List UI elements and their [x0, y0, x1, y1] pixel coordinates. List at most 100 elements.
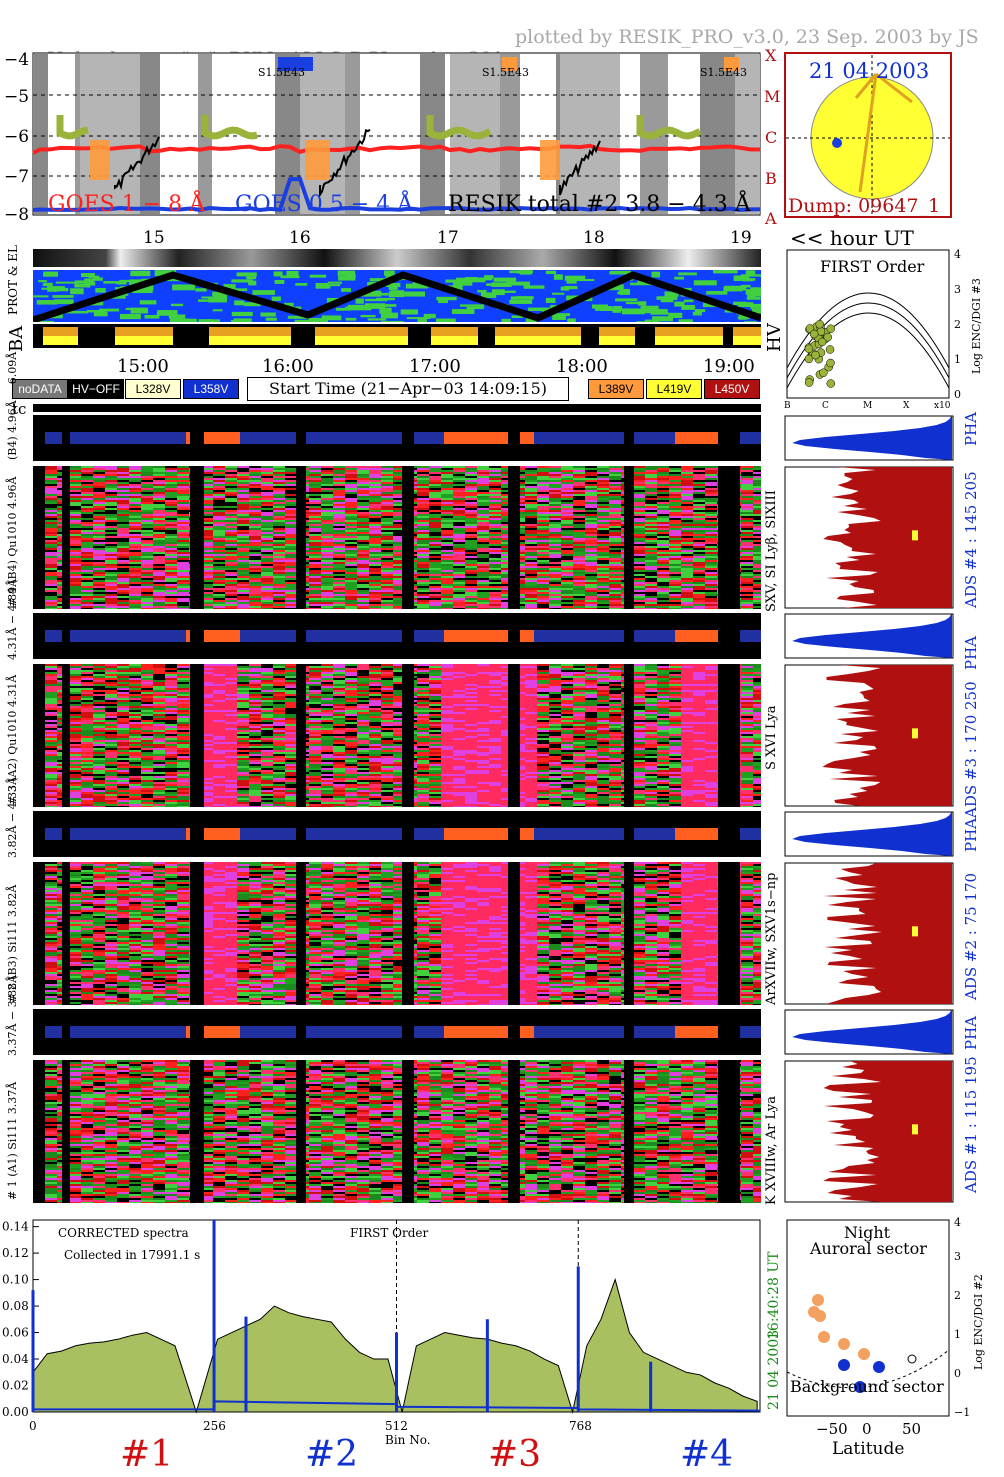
- spectro-pixel: [153, 504, 165, 506]
- spectro-pixel: [237, 536, 249, 538]
- spectro-pixel: [549, 600, 561, 602]
- spectro-pixel: [525, 544, 537, 546]
- spectro-pixel: [225, 476, 237, 478]
- spectro-pixel: [681, 468, 693, 470]
- spectro-pixel: [585, 602, 597, 604]
- spectro-pixel: [237, 558, 249, 560]
- spectro-pixel: [381, 588, 393, 590]
- spectro-pixel: [45, 506, 57, 508]
- spectro-pixel: [333, 504, 345, 506]
- spectro-pixel: [633, 482, 645, 484]
- spectro-pixel: [45, 590, 57, 592]
- spectro-pixel: [669, 466, 681, 468]
- spectro-pixel: [741, 532, 753, 534]
- spectro-pixel: [585, 514, 597, 516]
- spectro-pixel: [81, 594, 93, 596]
- spectro-pixel: [561, 546, 573, 548]
- spectro-pixel: [165, 468, 177, 470]
- spectro-pixel: [429, 588, 441, 590]
- spectro-pixel: [249, 518, 261, 520]
- spectro-pixel: [141, 528, 153, 530]
- spectro-pixel: [285, 498, 297, 500]
- spectro-pixel: [465, 490, 477, 492]
- spectro-pixel: [669, 518, 681, 520]
- pha-stripe: [243, 432, 246, 444]
- spectro-pixel: [309, 466, 321, 468]
- spectro-pixel: [669, 586, 681, 588]
- spectro-pixel: [453, 534, 465, 536]
- spectro-pixel: [285, 478, 297, 480]
- prot-green-mark: [474, 304, 485, 308]
- spectro-pixel: [321, 492, 333, 494]
- spectro-pixel: [741, 472, 753, 474]
- spectro-pixel: [357, 598, 369, 600]
- spectro-pixel: [477, 504, 489, 506]
- spectro-pixel: [177, 554, 189, 556]
- legend-nodata: noDATA: [12, 379, 68, 399]
- spectro-pixel: [273, 528, 285, 530]
- spectro-pixel: [213, 570, 225, 572]
- goes-class-axis: A B C M X: [762, 46, 782, 228]
- spectro-pixel: [393, 558, 405, 560]
- spectro-pixel: [657, 524, 669, 526]
- spectro-pixel: [141, 564, 153, 566]
- spectro-pixel: [309, 564, 321, 566]
- spectro-pixel: [81, 596, 93, 598]
- spectro-pixel: [357, 594, 369, 596]
- spectro-pixel: [681, 500, 693, 502]
- spectro-pixel: [585, 488, 597, 490]
- spectro-pixel: [369, 478, 381, 480]
- spectro-pixel: [573, 584, 585, 586]
- spectro-pixel: [369, 484, 381, 486]
- prot-green-mark: [208, 319, 220, 322]
- spectro-pixel: [105, 582, 117, 584]
- spectro-pixel: [273, 548, 285, 550]
- spectro-pixel: [597, 514, 609, 516]
- spectro-pixel: [153, 510, 165, 512]
- spectro-pixel: [213, 524, 225, 526]
- spectro-pixel: [453, 562, 465, 564]
- spectro-pixel: [741, 572, 753, 574]
- prot-green-mark: [236, 272, 257, 277]
- spectro-pixel: [261, 542, 273, 544]
- prot-green-mark: [477, 289, 487, 293]
- spectro-pixel: [681, 530, 693, 532]
- spectro-pixel: [645, 556, 657, 558]
- spectro-pixel: [105, 600, 117, 602]
- spectro-pixel: [657, 534, 669, 536]
- spectro-pixel: [585, 530, 597, 532]
- spectro-pixel: [285, 500, 297, 502]
- spectro-pixel: [693, 478, 705, 480]
- spectro-pixel: [201, 600, 213, 602]
- spectro-pixel: [345, 586, 357, 588]
- spectro-pixel: [165, 522, 177, 524]
- spectro-pixel: [285, 556, 297, 558]
- spectro-pixel: [393, 596, 405, 598]
- spectro-pixel: [369, 594, 381, 596]
- spectro-pixel: [129, 480, 141, 482]
- spectro-pixel: [501, 554, 513, 556]
- spectro-pixel: [381, 594, 393, 596]
- spectro-pixel: [117, 588, 129, 590]
- spectro-pixel: [597, 550, 609, 552]
- spectro-pixel: [141, 492, 153, 494]
- spectro-pixel: [285, 592, 297, 594]
- spectro-pixel: [249, 552, 261, 554]
- spectro-pixel: [441, 508, 453, 510]
- pha-stripe: [60, 432, 63, 444]
- prot-green-mark: [656, 296, 678, 300]
- spectro-pixel: [561, 578, 573, 580]
- spectro-pixel: [417, 532, 429, 534]
- spectro-pixel: [585, 554, 597, 556]
- spectro-pixel: [261, 472, 273, 474]
- prot-green-mark: [405, 283, 428, 289]
- prot-green-mark: [610, 270, 631, 275]
- spectro-pixel: [441, 588, 453, 590]
- spectro-pixel: [45, 480, 57, 482]
- spectro-pixel: [261, 504, 273, 506]
- pha-stripe: [123, 432, 126, 444]
- spectro-pixel: [69, 578, 81, 580]
- spectro-pixel: [285, 540, 297, 542]
- goes-shade-band: [345, 54, 360, 214]
- spectro-pixel: [633, 598, 645, 600]
